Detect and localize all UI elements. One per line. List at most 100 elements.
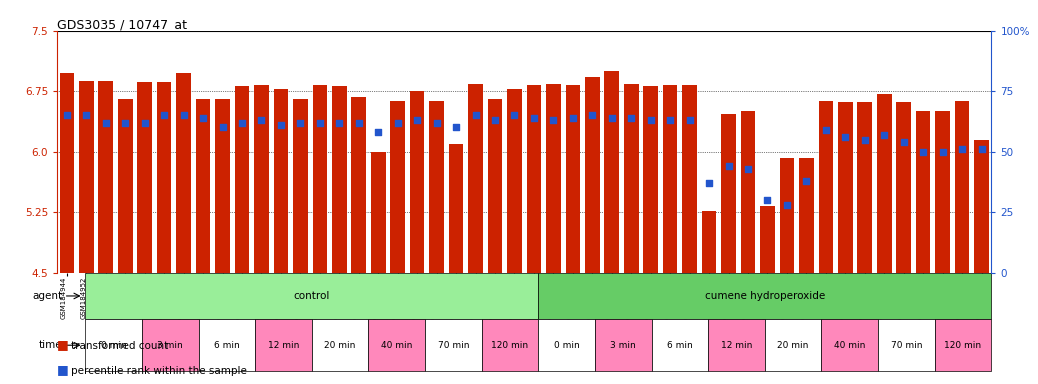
Bar xyxy=(604,71,619,273)
Point xyxy=(331,119,348,126)
Point xyxy=(856,136,873,142)
Bar xyxy=(85,319,142,371)
Bar xyxy=(585,77,600,273)
Bar xyxy=(430,101,444,273)
Text: time: time xyxy=(39,340,62,350)
Bar xyxy=(897,102,911,273)
Bar xyxy=(79,81,93,273)
Bar xyxy=(99,81,113,273)
Point xyxy=(447,124,464,131)
Bar xyxy=(857,103,872,273)
Text: control: control xyxy=(294,291,330,301)
Text: 6 min: 6 min xyxy=(667,341,692,350)
Point xyxy=(584,112,601,118)
Point xyxy=(195,115,212,121)
Point xyxy=(643,117,659,123)
Bar xyxy=(142,319,198,371)
Text: ■: ■ xyxy=(57,363,69,376)
Bar xyxy=(624,84,638,273)
Text: 120 min: 120 min xyxy=(491,341,528,350)
Point xyxy=(292,119,308,126)
Bar xyxy=(644,86,658,273)
Point xyxy=(370,129,386,136)
Text: ■: ■ xyxy=(57,338,69,351)
Point xyxy=(740,166,757,172)
Bar xyxy=(332,86,347,273)
Bar xyxy=(821,319,878,371)
Bar xyxy=(157,81,171,273)
Text: 40 min: 40 min xyxy=(835,341,866,350)
Point xyxy=(136,119,153,126)
Text: 0 min: 0 min xyxy=(554,341,579,350)
Text: 0 min: 0 min xyxy=(101,341,127,350)
Point xyxy=(603,115,620,121)
Text: agent: agent xyxy=(32,291,62,301)
Bar xyxy=(652,319,708,371)
Bar xyxy=(390,101,405,273)
Text: GDS3035 / 10747_at: GDS3035 / 10747_at xyxy=(57,18,187,31)
Bar xyxy=(539,319,595,371)
Bar xyxy=(235,86,249,273)
Point xyxy=(487,117,503,123)
Bar xyxy=(595,319,652,371)
Bar xyxy=(482,319,539,371)
Bar xyxy=(255,319,311,371)
Text: transformed count: transformed count xyxy=(71,341,168,351)
Bar xyxy=(916,111,930,273)
Text: 12 min: 12 min xyxy=(720,341,753,350)
Point xyxy=(98,119,114,126)
Bar xyxy=(352,97,366,273)
Bar xyxy=(721,114,736,273)
Point xyxy=(623,115,639,121)
Point xyxy=(681,117,698,123)
Point xyxy=(389,119,406,126)
Text: 40 min: 40 min xyxy=(381,341,412,350)
Point xyxy=(214,124,230,131)
Text: percentile rank within the sample: percentile rank within the sample xyxy=(71,366,246,376)
Point xyxy=(311,119,328,126)
Text: 20 min: 20 min xyxy=(325,341,356,350)
Point xyxy=(818,127,835,133)
Bar xyxy=(935,111,950,273)
Point xyxy=(58,112,75,118)
Bar xyxy=(708,319,765,371)
Point xyxy=(701,180,717,186)
Text: 12 min: 12 min xyxy=(268,341,299,350)
Bar xyxy=(488,99,502,273)
Bar xyxy=(975,139,989,273)
Point xyxy=(954,146,971,152)
Bar xyxy=(468,84,483,273)
Point xyxy=(914,149,931,155)
Bar xyxy=(274,89,289,273)
Text: 120 min: 120 min xyxy=(945,341,982,350)
Bar xyxy=(526,85,541,273)
Point xyxy=(778,202,795,208)
Bar xyxy=(508,89,522,273)
Bar xyxy=(838,102,852,273)
Bar xyxy=(368,319,426,371)
Bar xyxy=(426,319,482,371)
Text: 20 min: 20 min xyxy=(777,341,809,350)
Point xyxy=(759,197,775,203)
Point xyxy=(175,112,192,118)
Bar xyxy=(196,99,211,273)
Point xyxy=(896,139,912,145)
Bar xyxy=(566,85,580,273)
Point xyxy=(720,163,737,169)
Bar xyxy=(663,85,678,273)
Point xyxy=(467,112,484,118)
Bar xyxy=(311,319,368,371)
Text: cumene hydroperoxide: cumene hydroperoxide xyxy=(705,291,825,301)
Point xyxy=(117,119,134,126)
Point xyxy=(78,112,94,118)
Point xyxy=(507,112,523,118)
Point xyxy=(156,112,172,118)
Bar xyxy=(760,206,774,273)
Point xyxy=(409,117,426,123)
Point xyxy=(545,117,562,123)
Bar xyxy=(878,319,934,371)
Text: 3 min: 3 min xyxy=(158,341,183,350)
Point xyxy=(662,117,679,123)
Bar xyxy=(59,73,74,273)
Point xyxy=(876,132,893,138)
